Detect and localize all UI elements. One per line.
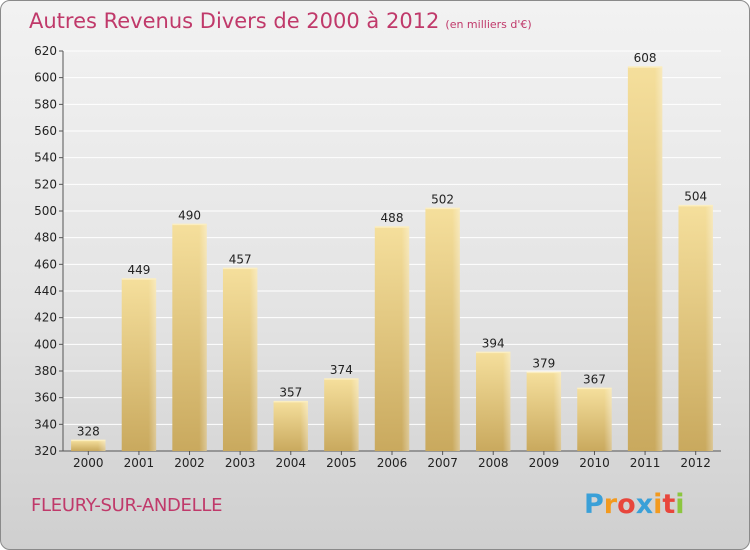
bar-highlight (148, 279, 157, 451)
bar-highlight (401, 227, 410, 451)
x-tick-label: 2003 (225, 456, 256, 470)
bar-highlight (705, 205, 713, 451)
bar (71, 440, 106, 451)
proxiti-logo: Proxiti (584, 489, 685, 520)
value-label: 608 (634, 51, 657, 65)
x-tick-label: 2009 (529, 456, 560, 470)
y-tick-label: 400 (34, 337, 57, 351)
x-tick-label: 2006 (377, 456, 408, 470)
x-tick-label: 2012 (680, 456, 711, 470)
x-tick-label: 2011 (630, 456, 661, 470)
y-tick-label: 360 (34, 391, 57, 405)
logo-letter: i (675, 489, 685, 520)
x-tick-label: 2005 (326, 456, 357, 470)
logo-letter: x (635, 489, 654, 520)
y-tick-label: 520 (34, 177, 57, 191)
logo-letter: o (617, 489, 636, 520)
y-tick-label: 320 (34, 444, 57, 458)
city-name: FLEURY-SUR-ANDELLE (31, 495, 223, 516)
y-tick-label: 460 (34, 257, 57, 271)
bar-highlight (300, 401, 308, 451)
value-labels: 328 449 490 457 357 374 488 502 394 379 367 608 504 (77, 51, 707, 438)
value-label: 328 (77, 424, 100, 438)
logo-letter: P (584, 489, 604, 520)
value-label: 394 (482, 336, 505, 350)
x-tick-label: 2004 (275, 456, 306, 470)
chart-title: Autres Revenus Divers de 2000 à 2012 (en … (29, 9, 532, 33)
bar-highlight (97, 440, 106, 451)
y-tick-label: 480 (34, 231, 57, 245)
y-tick-label: 620 (34, 44, 57, 58)
x-tick-label: 2001 (124, 456, 155, 470)
value-label: 374 (330, 363, 353, 377)
logo-letter: r (603, 489, 618, 520)
y-tick-label: 420 (34, 311, 57, 325)
chart-title-text: Autres Revenus Divers de 2000 à 2012 (29, 9, 440, 33)
value-label: 449 (127, 263, 150, 277)
bar-highlight (351, 379, 359, 451)
bars (71, 66, 713, 451)
x-tick-label: 2008 (478, 456, 509, 470)
x-tick-label: 2007 (427, 456, 458, 470)
bar-highlight (553, 372, 562, 451)
x-tick-label: 2002 (174, 456, 205, 470)
value-label: 457 (229, 252, 252, 266)
y-tick-label: 560 (34, 124, 57, 138)
value-label: 502 (431, 192, 454, 206)
axes: 320 340 360 380 400 420 440 460 480 500 520 540 560 5… (34, 44, 721, 470)
y-tick-label: 580 (34, 97, 57, 111)
y-tick-label: 540 (34, 151, 57, 165)
y-tick-label: 340 (34, 417, 57, 431)
y-tick-label: 500 (34, 204, 57, 218)
y-tick-label: 600 (34, 71, 57, 85)
value-label: 504 (684, 190, 707, 204)
value-label: 357 (279, 386, 302, 400)
bar-highlight (452, 208, 460, 451)
value-label: 367 (583, 372, 606, 386)
x-tick-label: 2000 (73, 456, 104, 470)
y-tick-label: 380 (34, 364, 57, 378)
value-label: 490 (178, 208, 201, 222)
logo-letter: t (662, 489, 676, 520)
bar-highlight (199, 224, 207, 451)
y-tick-label: 440 (34, 284, 57, 298)
bar-highlight (654, 67, 663, 451)
bar-highlight (249, 268, 258, 451)
value-label: 488 (381, 211, 404, 225)
chart-unit-label: (en milliers d'€) (445, 18, 532, 31)
value-label: 379 (532, 356, 555, 370)
bar-highlight (604, 388, 612, 451)
x-tick-label: 2010 (579, 456, 610, 470)
bar-highlight (502, 352, 511, 451)
logo-letter: i (653, 489, 663, 520)
